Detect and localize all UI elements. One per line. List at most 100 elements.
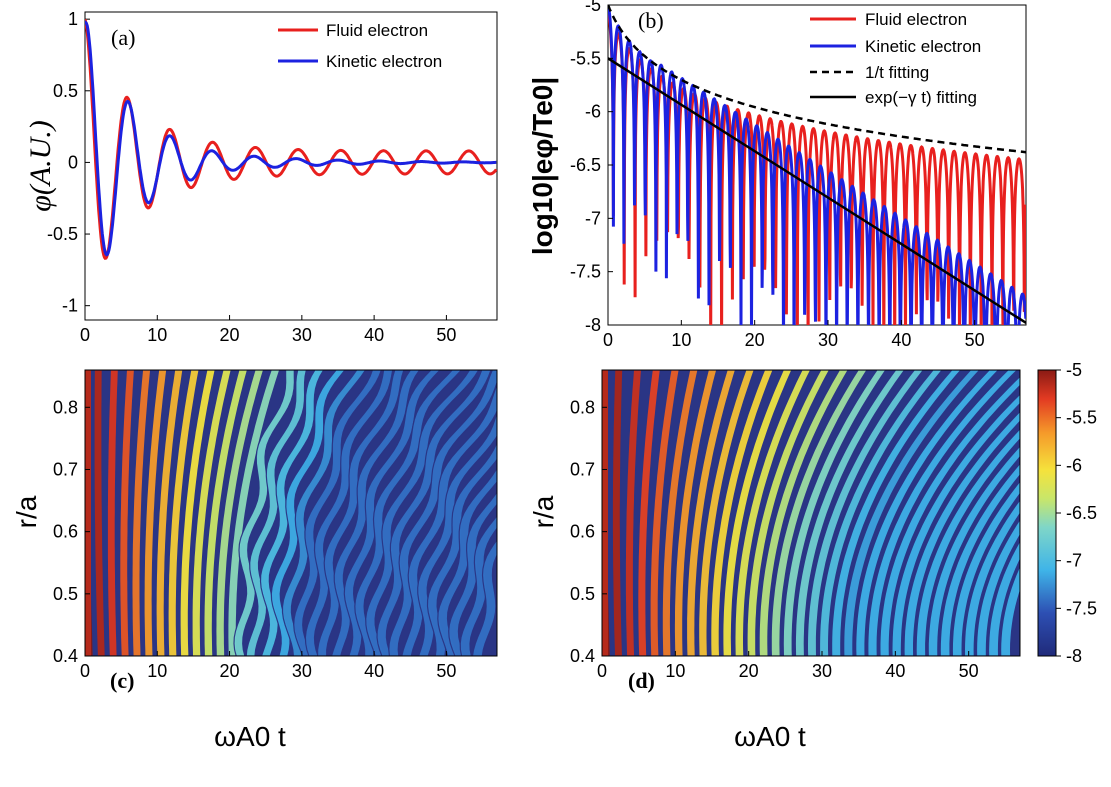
panel-b-series-kinetic-electron: [608, 5, 1026, 325]
panel-d-ytick-label: 0.6: [570, 522, 595, 542]
contour-band: [611, 370, 624, 656]
panel-c-ytick-label: 0.4: [53, 646, 78, 666]
panel-b-series-exp-fitting: [608, 57, 1026, 324]
contour-band: [471, 538, 497, 656]
contour-band: [649, 370, 680, 656]
panel-b-label: (b): [638, 8, 664, 33]
contour-band: [426, 440, 497, 656]
panel-d-ytick-label: 0.4: [570, 646, 595, 666]
panel-b-ytick-label: -7.5: [570, 262, 601, 282]
contour-band: [782, 370, 887, 656]
contour-band: [191, 370, 232, 656]
panel-a-xtick-label: 30: [292, 325, 312, 345]
contour-band: [93, 370, 106, 656]
contour-band: [698, 370, 755, 656]
panel-a-series-kinetic-electron: [85, 20, 497, 257]
colorbar-tick-label: -7: [1066, 551, 1082, 571]
panel-a-legend: Fluid electron Kinetic electron: [278, 21, 442, 71]
contour-band: [879, 375, 1020, 656]
contour-band: [734, 370, 812, 656]
contour-band: [818, 370, 943, 656]
panel-b-xtick-label: 50: [965, 330, 985, 350]
panel-a-xtick-label: 40: [364, 325, 384, 345]
contour-band: [673, 370, 718, 656]
contour-band: [999, 564, 1020, 656]
panel-a: 0 10 20 30 40 50 1 0.5 0 -0.5 -1 (a) Fluid electro…: [24, 9, 498, 345]
contour-band: [903, 410, 1020, 656]
contour-band: [855, 370, 1000, 656]
panel-d-ytick-label: 0.7: [570, 459, 595, 479]
contour-band: [975, 518, 1020, 656]
panel-a-frame: [84, 11, 498, 321]
colorbar-tick-label: -5.5: [1066, 408, 1097, 428]
contour-band: [317, 370, 405, 656]
colorbar: -5 -5.5 -6 -6.5 -7 -7.5 -8: [1037, 360, 1097, 666]
contour-band: [624, 370, 643, 656]
svg-text:r/a: r/a: [528, 495, 559, 528]
panel-d-xtick-label: 20: [739, 661, 759, 681]
panel-b-xtick-label: 20: [745, 330, 765, 350]
panel-b-ytick-label: -6: [585, 102, 601, 122]
contour-band: [831, 370, 962, 656]
contour-band: [119, 370, 136, 656]
panel-d-ytick-label: 0.5: [570, 584, 595, 604]
contour-band: [131, 370, 152, 656]
panel-b-legend: Fluid electron Kinetic electron 1/t fitt…: [802, 6, 1024, 107]
contour-band: [155, 370, 184, 656]
panel-b-xtick-label: 30: [818, 330, 838, 350]
panel-b-legend-box: [802, 6, 1024, 104]
panel-c-ytick-label: 0.7: [53, 459, 78, 479]
contour-band: [794, 370, 906, 656]
contour-band: [417, 410, 497, 656]
colorbar-tick-label: -6: [1066, 455, 1082, 475]
contour-band: [939, 462, 1020, 656]
panel-a-ytick-label: -1: [62, 296, 78, 316]
panel-b-xtick-label: 40: [891, 330, 911, 350]
panel-d-xtick-label: 0: [597, 661, 607, 681]
panel-c-xtick-label: 40: [364, 661, 384, 681]
svg-text:r/a: r/a: [11, 495, 42, 528]
contour-band: [343, 370, 441, 656]
panel-c-xtick-label: 50: [436, 661, 456, 681]
panel-c-xlabel: ωA0 t: [214, 721, 286, 752]
contour-band: [867, 370, 1019, 656]
panel-c-label: (c): [110, 668, 134, 693]
contour-band: [770, 370, 868, 656]
panel-d-xtick-label: 40: [885, 661, 905, 681]
svg-text:φ(A.U.): φ(A.U.): [24, 120, 57, 212]
panel-a-ytick-label: 0.5: [53, 81, 78, 101]
contour-band: [215, 370, 265, 656]
panel-d-xtick-label: 50: [959, 661, 979, 681]
panel-b-legend-exp-label: exp(−γ t) fitting: [865, 88, 977, 107]
colorbar-tick-label: -7.5: [1066, 598, 1097, 618]
contour-band: [637, 370, 662, 656]
contour-band: [281, 370, 367, 656]
panel-a-xtick-label: 50: [436, 325, 456, 345]
contour-band: [106, 370, 120, 656]
contour-band: [661, 370, 699, 656]
panel-b-ticks: 0 10 20 30 40 50 -5 -5.5 -6 -6.5 -7 -7.5 -8: [570, 0, 985, 350]
panel-c-xtick-label: 20: [220, 661, 240, 681]
panel-b-ytick-label: -5: [585, 0, 601, 15]
contour-band: [746, 370, 831, 656]
contour-band: [963, 498, 1020, 656]
panel-a-xtick-label: 10: [147, 325, 167, 345]
colorbar-gradient: [1037, 369, 1057, 657]
panel-b-legend-invt-label: 1/t fitting: [865, 63, 929, 82]
panel-a-ytick-label: -0.5: [47, 224, 78, 244]
panel-c-xtick-label: 0: [80, 661, 90, 681]
contour-band: [259, 370, 325, 656]
panel-b-series-1-over-t-fitting: [608, 5, 1026, 154]
panel-b-ylabel: log10|eφ/Te0|: [527, 77, 558, 255]
contour-band: [722, 370, 793, 656]
panel-d-xtick-label: 30: [812, 661, 832, 681]
panel-c-ylabel: r/a: [11, 495, 42, 528]
contour-band: [203, 370, 249, 656]
panel-b-legend-kinetic-label: Kinetic electron: [865, 37, 981, 56]
contour-band: [915, 427, 1020, 656]
panel-d-ylabel: r/a: [528, 495, 559, 528]
panel-c: 0 10 20 30 40 50 0.8 0.7 0.6 0.5 0.4 (c) r/a ωA0 t: [11, 369, 498, 752]
colorbar-tick-label: -6.5: [1066, 503, 1097, 523]
panel-a-ytick-label: 0: [68, 152, 78, 172]
contour-band: [167, 370, 200, 656]
